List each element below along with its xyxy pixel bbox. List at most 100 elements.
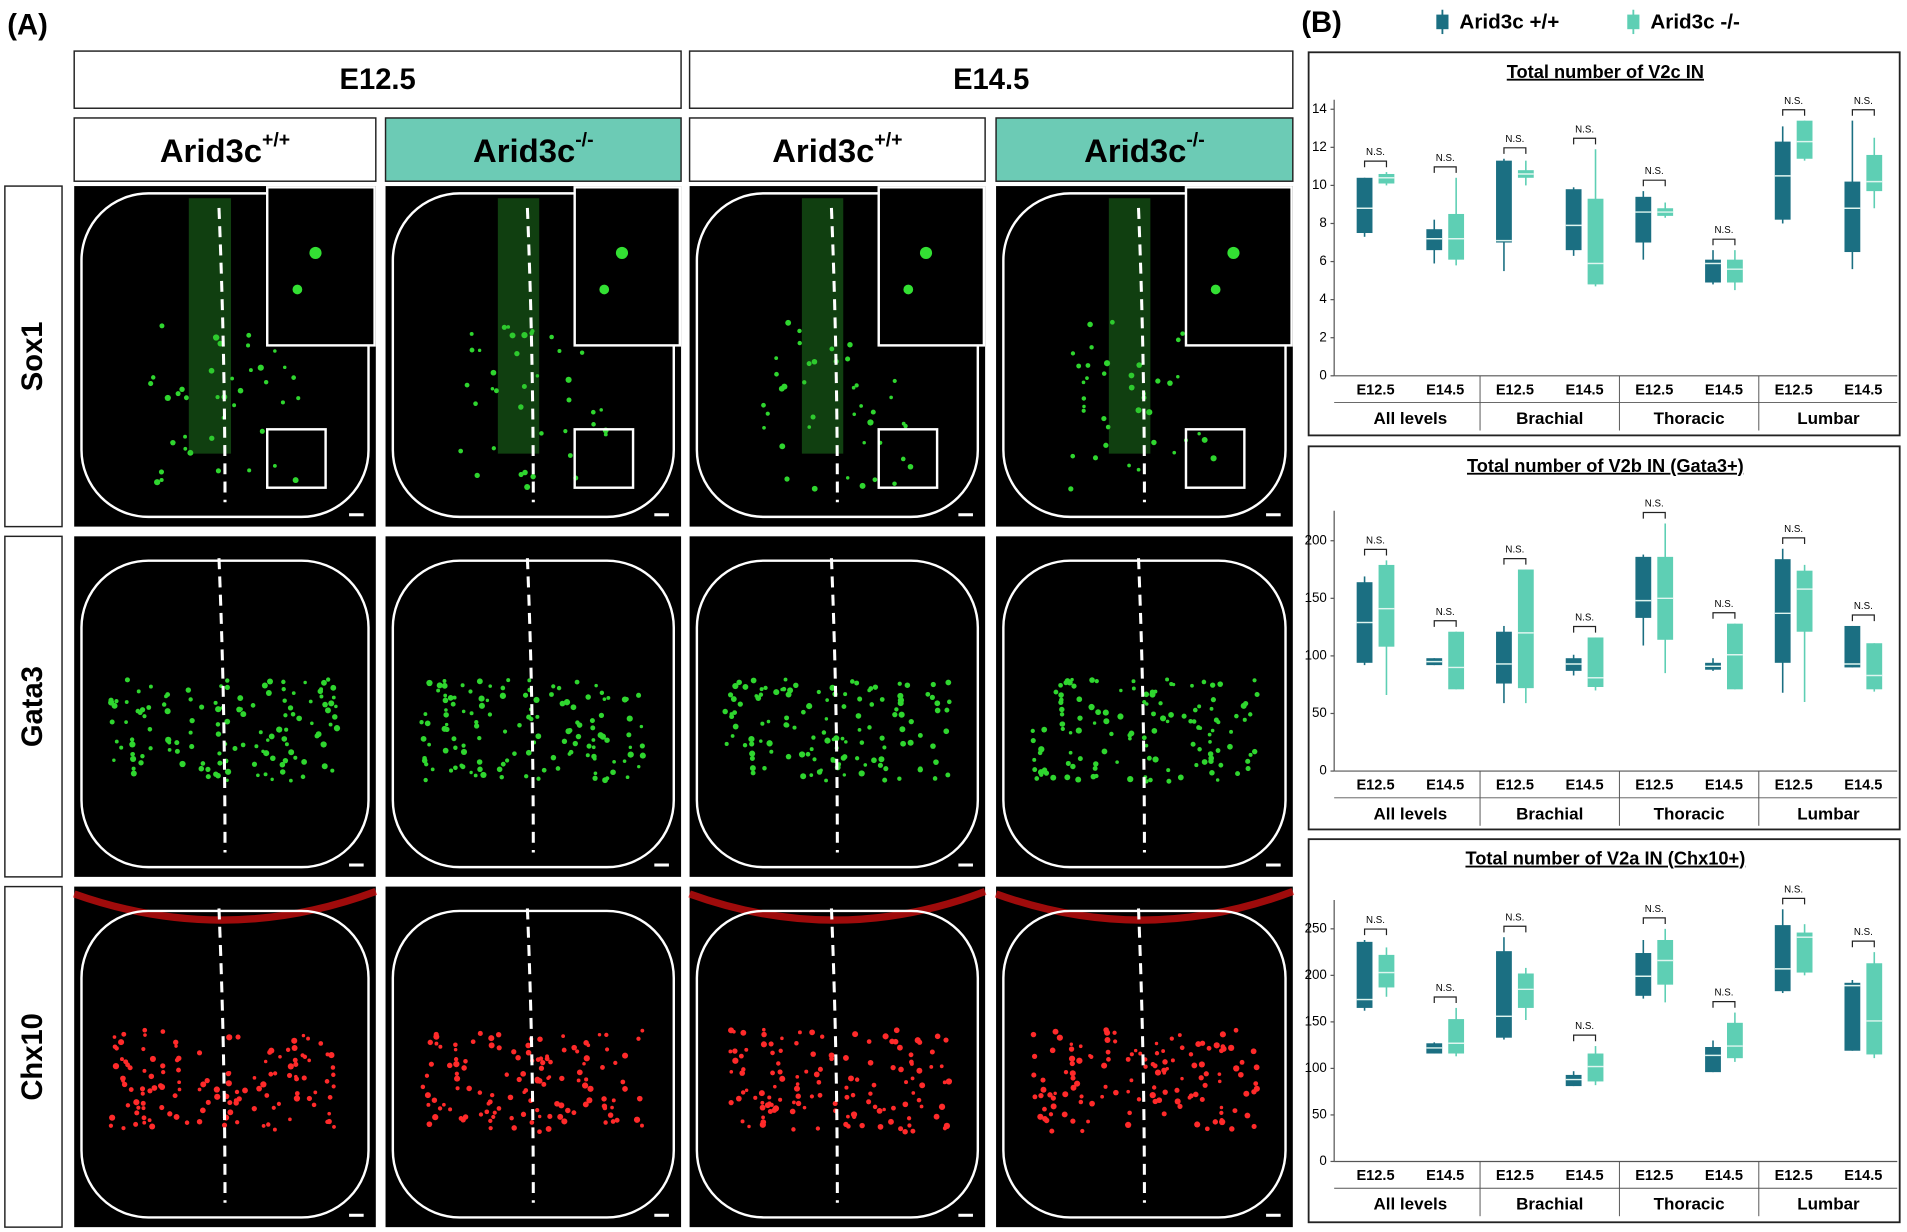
cell-signal [898, 1066, 904, 1073]
cell-signal [529, 716, 534, 722]
cell-signal [1175, 337, 1181, 343]
cell-signal [124, 677, 130, 683]
cell-signal [1126, 1089, 1131, 1094]
cell-signal [1086, 1119, 1090, 1124]
cell-signal [1239, 1059, 1245, 1065]
genotype-superscript: +/+ [874, 129, 902, 151]
cell-signal [1174, 1098, 1181, 1105]
cell-signal [1204, 1126, 1210, 1132]
scale-bar [958, 1213, 973, 1217]
spinal-cord-outline [1002, 909, 1287, 1219]
cell-signal [426, 679, 433, 687]
cell-signal [330, 768, 335, 773]
cell-signal [541, 767, 547, 773]
cell-signal [444, 708, 448, 712]
cell-signal [473, 723, 480, 729]
cell-signal [792, 725, 797, 730]
cell-signal [235, 1034, 241, 1040]
cell-signal [473, 773, 478, 778]
cell-signal [1136, 467, 1141, 472]
cell-signal [534, 1076, 541, 1083]
cell-signal [1190, 741, 1196, 747]
cell-signal [1154, 1051, 1160, 1056]
cell-signal [246, 332, 252, 338]
y-tick-label: 4 [1319, 291, 1327, 306]
cell-signal [224, 684, 230, 690]
cell-signal [293, 1095, 301, 1102]
cell-signal [119, 1057, 124, 1062]
cell-signal [260, 1081, 267, 1088]
inset-cell [903, 284, 914, 295]
cell-signal [750, 677, 757, 684]
cell-signal [897, 700, 904, 707]
cell-signal [291, 375, 296, 380]
cell-signal [109, 719, 115, 725]
cell-signal [125, 1103, 131, 1108]
cell-signal [1193, 1091, 1199, 1098]
cell-signal [134, 1110, 140, 1116]
cell-signal [535, 714, 540, 719]
midline [217, 908, 227, 1203]
box [1448, 631, 1465, 690]
cell-signal [797, 328, 802, 334]
cell-signal [478, 702, 485, 709]
cell-signal [196, 1119, 203, 1125]
cell-signal [276, 726, 283, 733]
midline [217, 207, 227, 503]
cell-signal [589, 718, 595, 724]
cell-signal [1135, 407, 1142, 414]
cell-signal [1188, 1052, 1194, 1057]
cell-signal [489, 1092, 495, 1098]
cell-signal [785, 319, 792, 326]
cell-signal [199, 704, 205, 710]
cell-signal [817, 1066, 823, 1072]
cell-signal [1208, 758, 1214, 764]
cell-signal [611, 1098, 616, 1103]
cell-signal [598, 712, 605, 719]
cell-signal [283, 365, 287, 370]
cell-signal [524, 774, 529, 779]
cell-signal [432, 1114, 439, 1121]
cell-signal [523, 1088, 529, 1093]
cell-signal [284, 727, 289, 732]
cell-signal [877, 762, 883, 768]
x-tick-label: E14.5 [1426, 382, 1464, 398]
cell-signal [461, 1118, 465, 1123]
cell-signal [1244, 1112, 1251, 1119]
y-tick-label: 100 [1305, 1060, 1327, 1075]
cell-signal [540, 1060, 546, 1066]
x-tick-label: E14.5 [1566, 382, 1604, 398]
cell-signal [1102, 709, 1109, 716]
genotype-superscript: +/+ [262, 129, 290, 151]
cell-signal [571, 1044, 577, 1051]
cell-signal [929, 1064, 934, 1069]
cell-signal [904, 682, 911, 688]
cell-signal [283, 713, 288, 718]
cell-signal [842, 773, 847, 777]
cell-signal [1037, 750, 1043, 756]
genotype-header-box [688, 117, 986, 182]
cell-signal [424, 1092, 431, 1099]
cell-signal [301, 1075, 307, 1081]
cell-signal [423, 712, 428, 717]
cell-signal [176, 1067, 181, 1073]
cell-signal [431, 1097, 438, 1103]
cell-signal [247, 468, 252, 473]
cell-signal [511, 1049, 517, 1055]
cell-signal [533, 696, 540, 703]
cell-signal [176, 1055, 182, 1062]
cell-signal [557, 1113, 564, 1120]
cell-signal [307, 1058, 312, 1063]
inset-cell [292, 284, 303, 295]
y-tick-label: 50 [1312, 1106, 1327, 1121]
cell-signal [729, 1070, 734, 1074]
cell-signal [557, 348, 562, 353]
inset-cell [1227, 246, 1240, 260]
cell-signal [217, 760, 223, 766]
marker-label-box [4, 885, 63, 1228]
zoom-box [573, 428, 635, 489]
cell-signal [821, 730, 827, 735]
cell-signal [581, 1082, 589, 1089]
cell-signal [442, 1102, 446, 1107]
cell-signal [563, 699, 571, 706]
